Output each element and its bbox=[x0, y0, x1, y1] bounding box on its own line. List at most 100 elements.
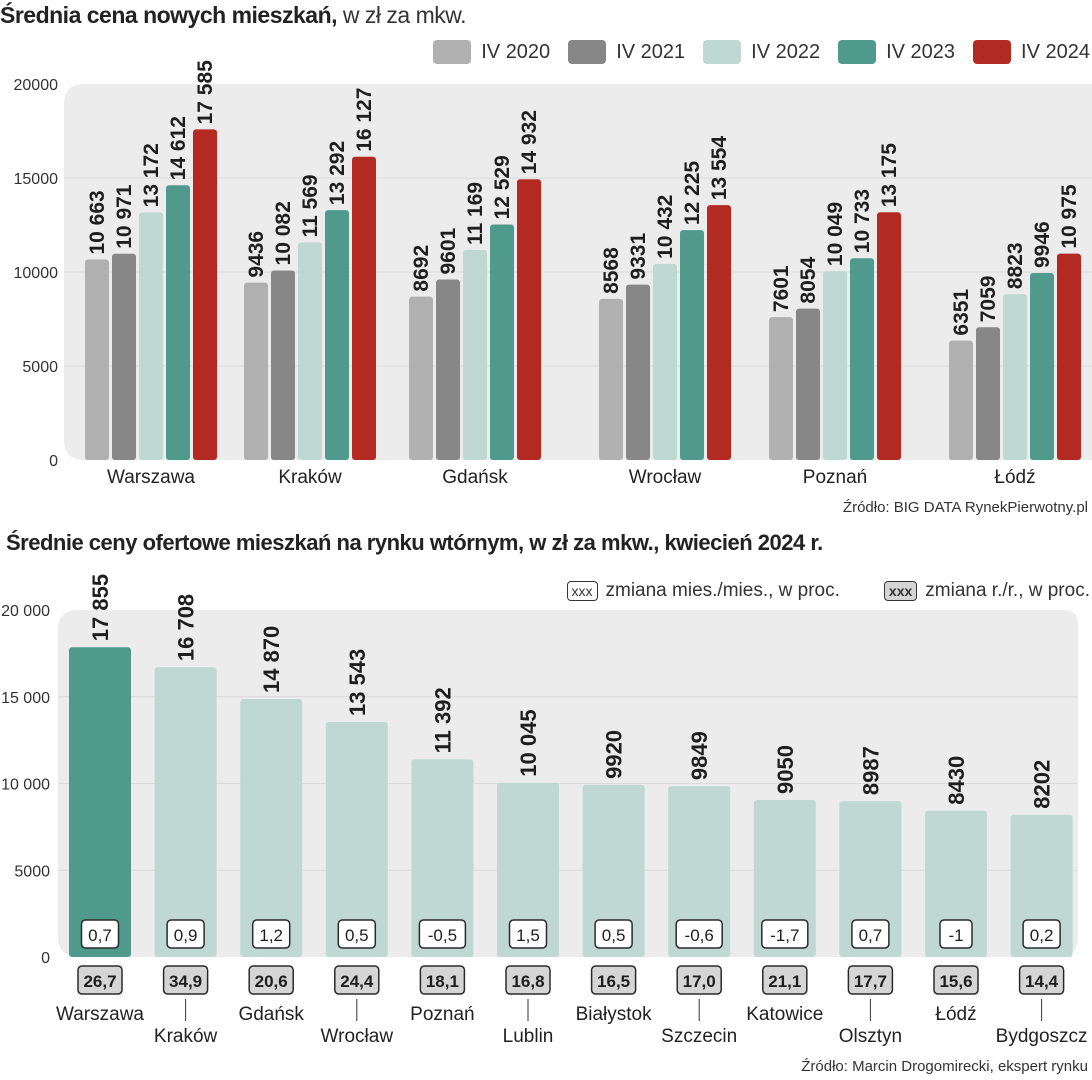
bar bbox=[925, 810, 987, 957]
bar bbox=[626, 284, 650, 460]
bar bbox=[877, 212, 901, 460]
yoy-change-box bbox=[933, 965, 979, 995]
mom-change-label: 0,9 bbox=[174, 926, 198, 945]
data-label: 9946 bbox=[1031, 221, 1054, 268]
data-label: 13 543 bbox=[345, 649, 370, 716]
legend-label: IV 2023 bbox=[886, 40, 956, 63]
yoy-change-label: 24,4 bbox=[340, 972, 374, 991]
bar bbox=[1003, 294, 1027, 460]
legend-label: IV 2021 bbox=[616, 40, 686, 63]
data-label: 8054 bbox=[797, 257, 820, 304]
data-label: 16 708 bbox=[174, 594, 199, 661]
x-tick-label: Poznań bbox=[410, 1004, 474, 1025]
data-label: 9601 bbox=[437, 227, 460, 274]
x-tick-label: Szczecin bbox=[661, 1026, 737, 1047]
data-label: 7059 bbox=[977, 276, 1000, 323]
yoy-change-label: 18,1 bbox=[426, 972, 459, 991]
data-label: 11 569 bbox=[299, 174, 322, 237]
x-tick-label: Katowice bbox=[746, 1004, 823, 1025]
mom-change-box bbox=[939, 919, 973, 949]
yoy-change-box bbox=[847, 965, 894, 995]
bar bbox=[69, 647, 131, 957]
data-label: 14 612 bbox=[167, 116, 190, 180]
bar bbox=[193, 129, 217, 461]
data-label: 9050 bbox=[773, 745, 798, 794]
data-label: 10 432 bbox=[654, 195, 677, 259]
mom-change-box bbox=[1022, 919, 1061, 949]
x-tick-label: Warszawa bbox=[107, 467, 195, 488]
bar bbox=[839, 801, 902, 957]
mom-change-label: -0,5 bbox=[428, 926, 457, 945]
yoy-change-box bbox=[77, 965, 123, 995]
mom-change-box bbox=[80, 919, 120, 949]
legend-item-iv-2024: IV 2024 bbox=[973, 40, 1090, 64]
data-label: 12 225 bbox=[681, 161, 704, 226]
data-label: 8692 bbox=[410, 245, 433, 292]
data-label: 10 045 bbox=[516, 709, 541, 776]
mom-change-box bbox=[337, 919, 377, 949]
bar bbox=[582, 784, 645, 957]
legend-item-yoy: xxx zmiana r./r., w proc. bbox=[883, 580, 1090, 602]
bar bbox=[240, 699, 303, 957]
data-label: 17 585 bbox=[194, 60, 217, 125]
yoy-change-label: 26,7 bbox=[83, 972, 116, 991]
yoy-change-label: 34,9 bbox=[169, 972, 202, 991]
y-tick-label: 0 bbox=[49, 453, 58, 470]
data-label: 9331 bbox=[627, 233, 650, 280]
data-label: 10 971 bbox=[113, 184, 136, 249]
mom-change-label: 0,5 bbox=[345, 926, 369, 945]
bar bbox=[436, 279, 460, 460]
data-label: 9436 bbox=[245, 231, 268, 278]
data-label: 14 932 bbox=[518, 110, 541, 174]
chart1-legend: IV 2020 IV 2021 IV 2022 IV 2023 IV 2024 bbox=[433, 40, 1090, 64]
bar bbox=[298, 242, 322, 460]
x-tick-label: Łódź bbox=[935, 1004, 976, 1025]
bar bbox=[409, 296, 433, 460]
x-tick-label: Kraków bbox=[154, 1026, 218, 1047]
y-tick-label: 0 bbox=[41, 950, 50, 967]
x-tick-label: Kraków bbox=[278, 467, 342, 488]
y-tick-label: 10 000 bbox=[1, 777, 50, 794]
mom-change-label: 1,5 bbox=[516, 926, 540, 945]
bar bbox=[707, 205, 731, 460]
legend-item-iv-2022: IV 2022 bbox=[703, 40, 820, 64]
legend-item-iv-2020: IV 2020 bbox=[433, 40, 550, 64]
legend-swatch bbox=[703, 40, 742, 64]
bar bbox=[599, 298, 623, 460]
chart1-subtitle: w zł za mkw. bbox=[342, 2, 467, 28]
y-tick-label: 5000 bbox=[14, 863, 50, 880]
legend-label: IV 2024 bbox=[1021, 40, 1090, 63]
mom-change-box bbox=[508, 919, 548, 949]
bar bbox=[325, 722, 388, 957]
legend-swatch bbox=[433, 40, 472, 64]
mom-change-label: 1,2 bbox=[259, 926, 283, 945]
data-label: 10 049 bbox=[824, 202, 847, 266]
legend-item-iv-2021: IV 2021 bbox=[568, 40, 685, 64]
mom-change-label: -0,6 bbox=[685, 926, 714, 945]
x-tick-label: Wrocław bbox=[321, 1026, 394, 1047]
bar bbox=[823, 271, 847, 460]
bar bbox=[1057, 253, 1081, 460]
mom-change-label: 0,7 bbox=[88, 926, 112, 945]
data-label: 13 172 bbox=[140, 143, 163, 207]
data-label: 11 392 bbox=[430, 687, 455, 753]
bar bbox=[244, 282, 268, 460]
x-tick-label: Bydgoszcz bbox=[996, 1026, 1088, 1047]
data-label: 10 082 bbox=[272, 201, 295, 265]
legend-item-iv-2023: IV 2023 bbox=[838, 40, 955, 64]
legend-swatch bbox=[973, 40, 1012, 64]
x-tick-label: Białystok bbox=[576, 1004, 653, 1025]
x-tick-label: Gdańsk bbox=[238, 1004, 304, 1025]
data-label: 12 529 bbox=[491, 155, 514, 219]
bar bbox=[325, 210, 349, 460]
bar bbox=[796, 308, 820, 460]
y-tick-label: 20 000 bbox=[1, 603, 50, 620]
mom-change-box bbox=[675, 919, 723, 949]
chart1-source: Źródło: BIG DATA RynekPierwotny.pl bbox=[842, 499, 1088, 516]
bar bbox=[139, 212, 163, 460]
x-tick-label: Warszawa bbox=[56, 1004, 144, 1025]
data-label: 8987 bbox=[858, 746, 883, 795]
data-label: 14 870 bbox=[259, 626, 284, 693]
data-label: 10 733 bbox=[851, 189, 874, 253]
